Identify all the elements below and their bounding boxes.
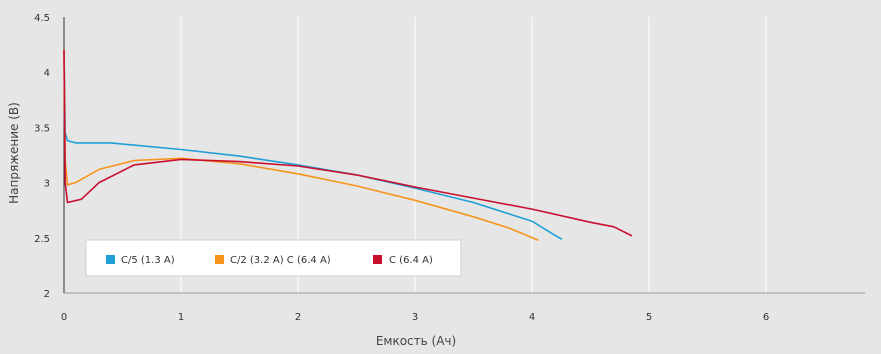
y-tick-label-2: 3	[44, 179, 50, 190]
series-lines	[63, 49, 633, 241]
x-tick-label-4: 4	[529, 312, 535, 323]
y-tick-label-3: 3.5	[34, 123, 50, 134]
legend: C/5 (1.3 A) C/2 (3.2 A) C (6.4 A) C (6.4…	[85, 239, 462, 277]
x-tick-label-6: 6	[763, 312, 769, 323]
legend-item-c2: C/2 (3.2 A) C (6.4 A)	[215, 255, 331, 266]
legend-label-c2: C/2 (3.2 A) C (6.4 A)	[230, 255, 331, 266]
series-line-2	[63, 49, 633, 237]
y-axis-title: Напряжение (В)	[7, 102, 21, 204]
y-tick-label-5: 4.5	[34, 13, 50, 24]
x-tick-label-3: 3	[412, 312, 418, 323]
tick-labels: 0 1 2 3 4 5 6 2 2.5 3 3.5 4 4.5	[34, 13, 769, 323]
legend-swatch-c5	[106, 255, 115, 264]
x-tick-label-1: 1	[178, 312, 184, 323]
y-tick-label-1: 2.5	[34, 234, 50, 245]
legend-label-c5: C/5 (1.3 A)	[121, 255, 175, 266]
legend-swatch-c1	[373, 255, 382, 264]
y-tick-label-0: 2	[44, 289, 50, 300]
series-line-0	[63, 49, 563, 240]
x-tick-label-2: 2	[295, 312, 301, 323]
x-tick-label-5: 5	[646, 312, 652, 323]
legend-item-c1: C (6.4 A)	[373, 255, 433, 266]
legend-swatch-c2	[215, 255, 224, 264]
legend-label-c1: C (6.4 A)	[389, 255, 433, 266]
x-tick-label-0: 0	[61, 312, 67, 323]
legend-box	[85, 239, 462, 277]
y-tick-label-4: 4	[44, 68, 50, 79]
x-axis-title: Емкость (Ач)	[376, 334, 456, 348]
legend-item-c5: C/5 (1.3 A)	[106, 255, 175, 266]
